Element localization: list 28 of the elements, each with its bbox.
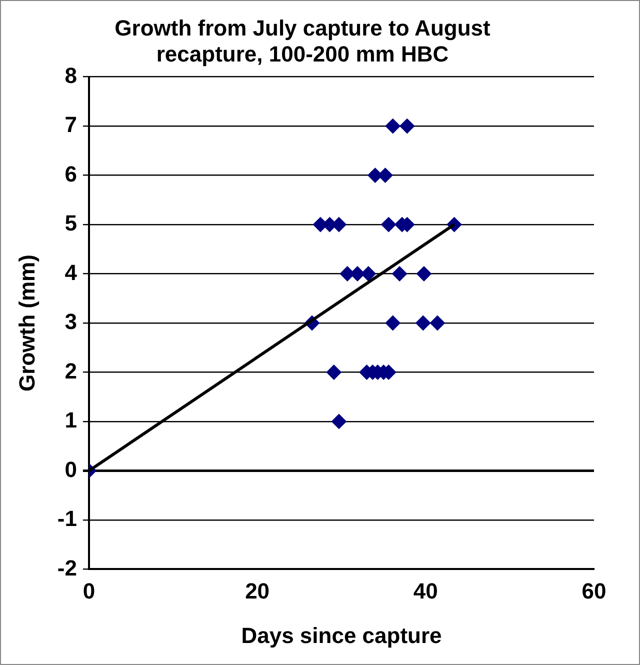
y-tick-label: 8 (64, 62, 77, 88)
y-axis-title: Growth (mm) (14, 254, 40, 392)
point (385, 316, 400, 330)
y-tick-label: 6 (64, 161, 77, 186)
x-tick-label: 40 (413, 578, 438, 604)
y-tick-label: 0 (64, 456, 77, 482)
chart-title: Growth from July capture to August recapture, 100-200 mm HBC (114, 15, 491, 67)
x-tick-label: 20 (245, 578, 270, 604)
point (331, 414, 346, 429)
point (326, 364, 342, 380)
point (430, 316, 445, 330)
x-tick-label: 60 (582, 578, 606, 604)
point (400, 118, 415, 134)
y-tick-label: 3 (64, 309, 77, 334)
y-tick-label: 7 (64, 112, 77, 138)
x-tick-label: 0 (82, 578, 96, 604)
point (416, 316, 431, 330)
y-tick-label: 2 (64, 358, 77, 384)
x-axis-title: Days since capture (241, 622, 442, 648)
point (416, 266, 432, 282)
y-tick-label: 1 (64, 408, 77, 433)
y-tick-label: 5 (64, 210, 77, 236)
y-tick-label: -2 (57, 555, 77, 580)
y-tick-label: -1 (57, 506, 77, 532)
point (392, 266, 408, 282)
point (385, 118, 400, 134)
y-tick-label: 4 (64, 260, 78, 285)
point (381, 217, 396, 232)
